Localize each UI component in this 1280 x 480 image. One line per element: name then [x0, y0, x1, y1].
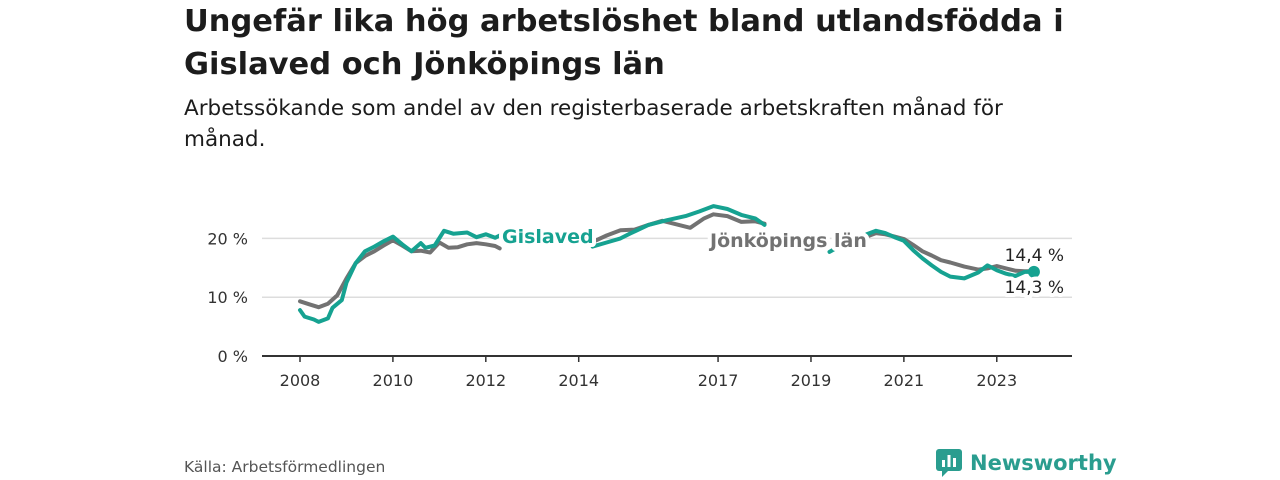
x-tick-label: 2021 — [884, 371, 925, 390]
series-label-jonkoping-halo: Jönköpings län — [708, 230, 867, 252]
end-value-jonkoping-halo: 14,4 % — [1005, 246, 1064, 266]
end-value-gislaved-halo: 14,3 % — [1005, 278, 1064, 298]
brand[interactable]: Newsworthy — [936, 448, 1117, 478]
chart-subtitle: Arbetssökande som andel av den registerb… — [184, 96, 1003, 152]
brand-name: Newsworthy — [970, 451, 1117, 475]
x-tick-label: 2014 — [558, 371, 599, 390]
x-tick-label: 2023 — [976, 371, 1017, 390]
series-line-gislaved — [298, 204, 1036, 324]
end-value-jonkoping: 14,4 % — [1005, 246, 1064, 266]
series-label-gislaved: Gislaved — [502, 226, 594, 248]
end-value-gislaved: 14,3 % — [1005, 278, 1064, 298]
y-tick-label: 0 % — [218, 347, 248, 366]
newsworthy-logo-icon — [936, 449, 962, 477]
x-tick-label: 2012 — [465, 371, 506, 390]
y-tick-label: 20 % — [207, 229, 248, 248]
y-tick-label: 10 % — [207, 288, 248, 307]
x-tick-label: 2019 — [791, 371, 832, 390]
source-note: Källa: Arbetsförmedlingen — [184, 458, 386, 476]
x-tick-label: 2010 — [373, 371, 414, 390]
x-tick-label: 2008 — [280, 371, 321, 390]
end-marker-gislaved — [1027, 265, 1040, 278]
x-tick-label: 2017 — [698, 371, 739, 390]
series-label-jonkoping: Jönköpings län — [708, 230, 867, 252]
chart-title: Ungefär lika hög arbetslöshet bland utla… — [184, 4, 1064, 82]
series-label-gislaved-halo: Gislaved — [502, 226, 594, 248]
